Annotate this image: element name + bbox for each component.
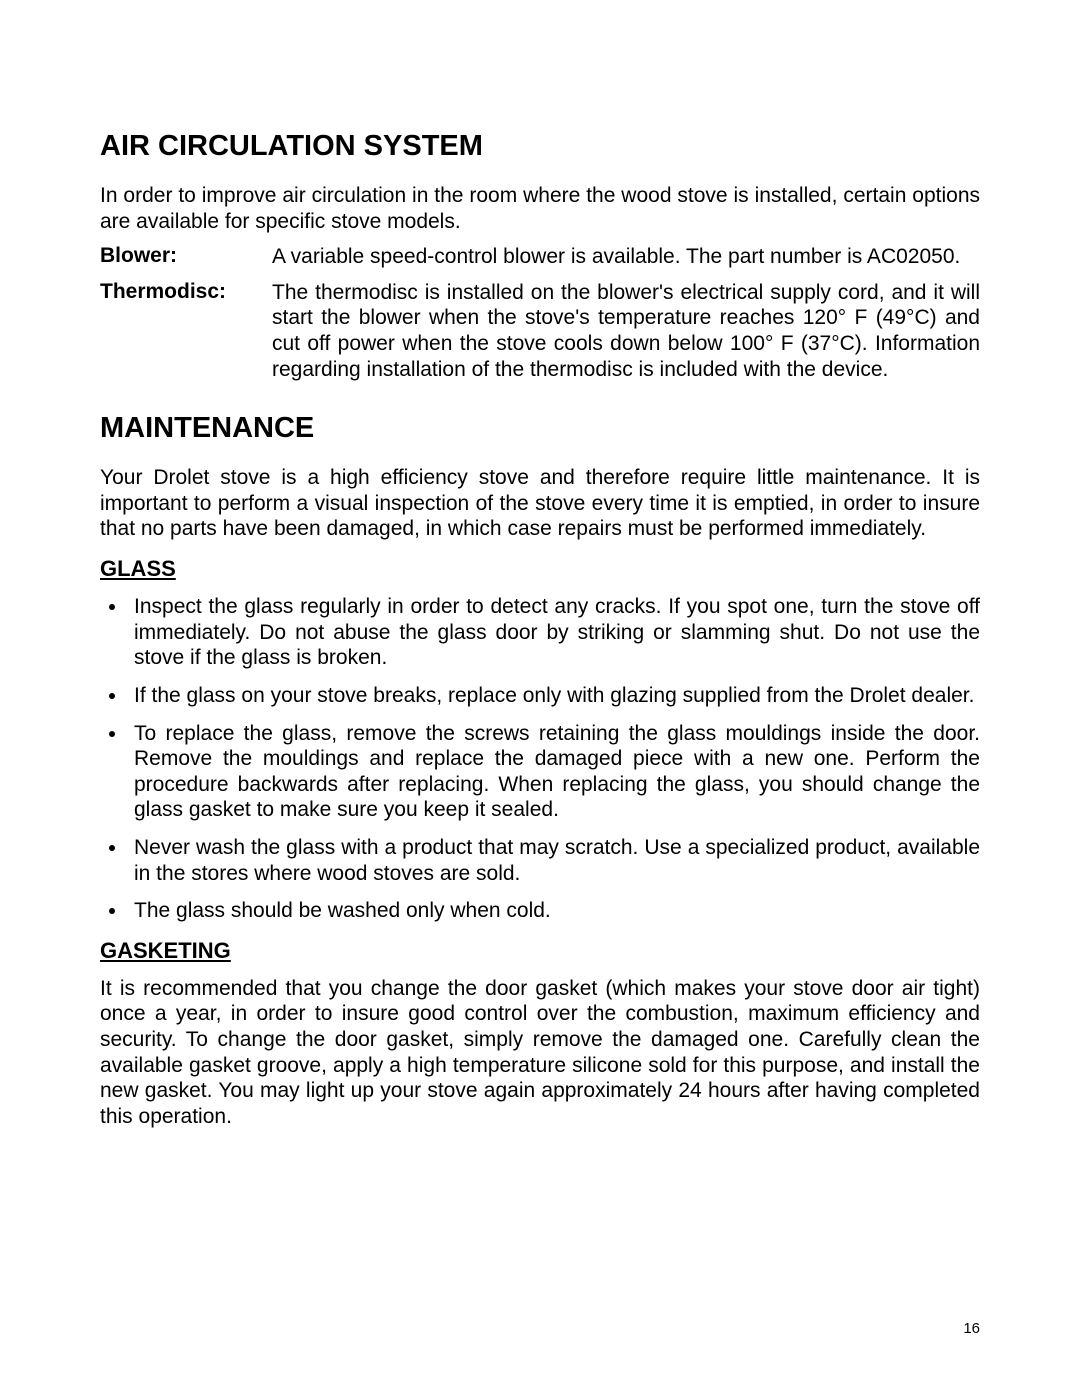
blower-label: Blower: xyxy=(100,244,272,270)
glass-heading: GLASS xyxy=(100,556,980,582)
maintenance-intro: Your Drolet stove is a high efficiency s… xyxy=(100,465,980,542)
maintenance-heading: MAINTENANCE xyxy=(100,412,980,445)
air-circulation-intro: In order to improve air circulation in t… xyxy=(100,183,980,234)
list-item: To replace the glass, remove the screws … xyxy=(128,721,980,823)
list-item: Inspect the glass regularly in order to … xyxy=(128,594,980,671)
blower-row: Blower: A variable speed-control blower … xyxy=(100,244,980,270)
gasketing-heading: GASKETING xyxy=(100,938,980,964)
page-number: 16 xyxy=(963,1320,980,1337)
thermodisc-row: Thermodisc: The thermodisc is installed … xyxy=(100,280,980,382)
list-item: Never wash the glass with a product that… xyxy=(128,835,980,886)
thermodisc-label: Thermodisc: xyxy=(100,280,272,382)
blower-text: A variable speed-control blower is avail… xyxy=(272,244,980,270)
gasketing-text: It is recommended that you change the do… xyxy=(100,976,980,1130)
air-circulation-heading: AIR CIRCULATION SYSTEM xyxy=(100,130,980,163)
document-page: AIR CIRCULATION SYSTEM In order to impro… xyxy=(0,0,1080,1397)
list-item: If the glass on your stove breaks, repla… xyxy=(128,683,980,709)
list-item: The glass should be washed only when col… xyxy=(128,898,980,924)
glass-list: Inspect the glass regularly in order to … xyxy=(100,594,980,924)
thermodisc-text: The thermodisc is installed on the blowe… xyxy=(272,280,980,382)
